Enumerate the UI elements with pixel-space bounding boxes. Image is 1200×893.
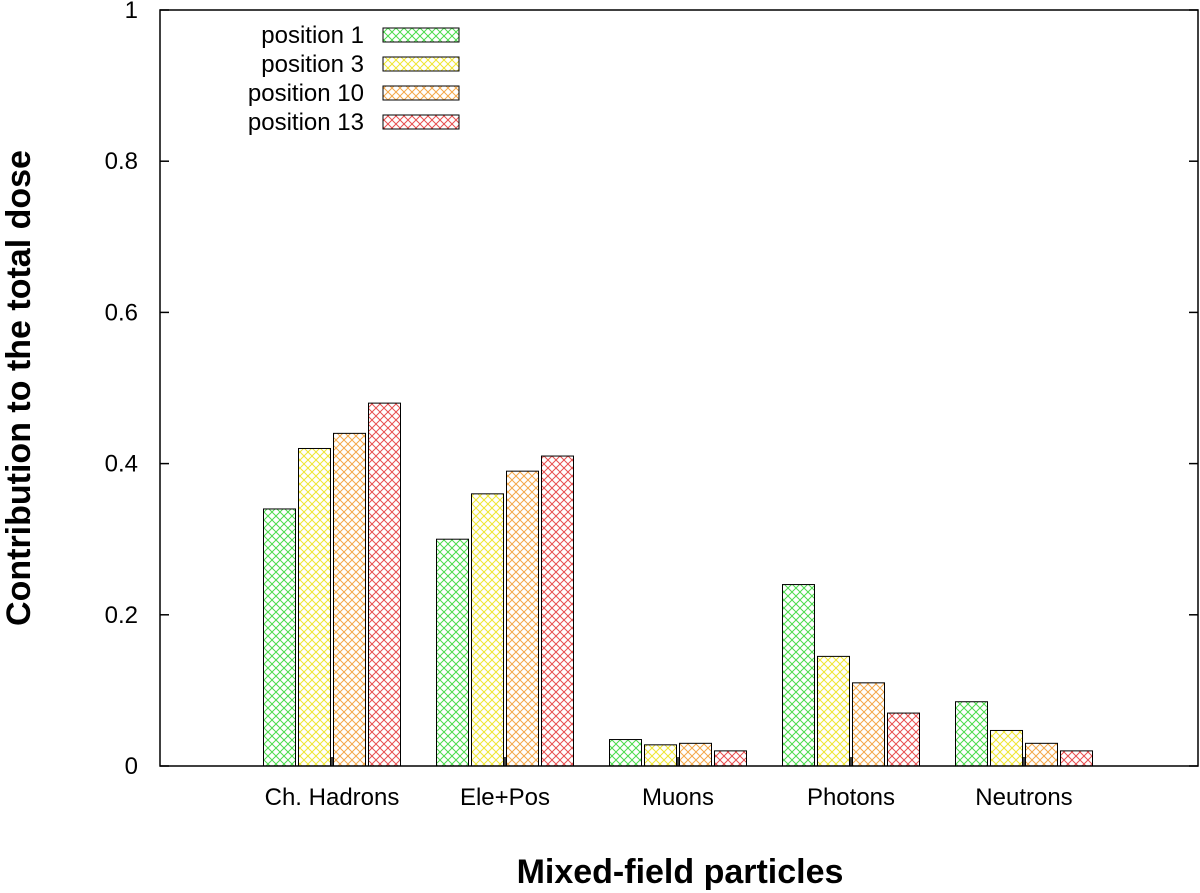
bar	[887, 712, 920, 767]
legend-label: position 1	[261, 22, 364, 49]
y-tick-label: 0.6	[105, 299, 138, 326]
bar	[782, 584, 815, 767]
bar	[436, 538, 469, 767]
bar	[368, 402, 401, 767]
bar	[506, 470, 539, 767]
x-tick-label: Muons	[642, 784, 714, 811]
bar	[333, 432, 366, 767]
bar	[955, 701, 988, 767]
bar	[609, 739, 642, 767]
legend-label: position 10	[248, 80, 364, 107]
bars-layer	[263, 402, 1093, 767]
bar	[817, 655, 850, 767]
bar	[1060, 750, 1093, 767]
x-axis-title: Mixed-field particles	[517, 853, 844, 891]
bar	[852, 682, 885, 767]
x-tick-label: Ch. Hadrons	[265, 784, 400, 811]
bar	[298, 447, 331, 767]
legend-swatch	[382, 27, 460, 43]
bar	[263, 508, 296, 767]
bar	[541, 455, 574, 767]
legend-swatch	[382, 56, 460, 72]
bar	[644, 744, 677, 767]
bar	[990, 729, 1023, 767]
bar	[1025, 742, 1058, 767]
plot-frame	[159, 9, 1199, 767]
x-tick-label: Ele+Pos	[460, 784, 550, 811]
x-tick-label: Photons	[807, 784, 895, 811]
legend-label: position 3	[261, 51, 364, 78]
bar	[679, 742, 712, 767]
x-tick-label: Neutrons	[975, 784, 1072, 811]
y-tick-label: 0.2	[105, 602, 138, 629]
legend-swatch	[382, 85, 460, 101]
y-tick-label: 1	[125, 0, 138, 24]
bar	[471, 493, 504, 767]
y-axis-title: Contribution to the total dose	[0, 150, 38, 626]
legend-label: position 13	[248, 109, 364, 136]
y-tick-label: 0.8	[105, 148, 138, 175]
legend-swatch	[382, 114, 460, 130]
y-tick-label: 0.4	[105, 451, 138, 478]
x-axis: Ch. Hadrons Ele+Pos Muons Photons Neutrons	[265, 757, 1073, 811]
y-axis: 0 0.2 0.4 0.6 0.8 1	[105, 0, 1198, 780]
bar	[714, 750, 747, 767]
y-tick-label: 0	[125, 753, 138, 780]
